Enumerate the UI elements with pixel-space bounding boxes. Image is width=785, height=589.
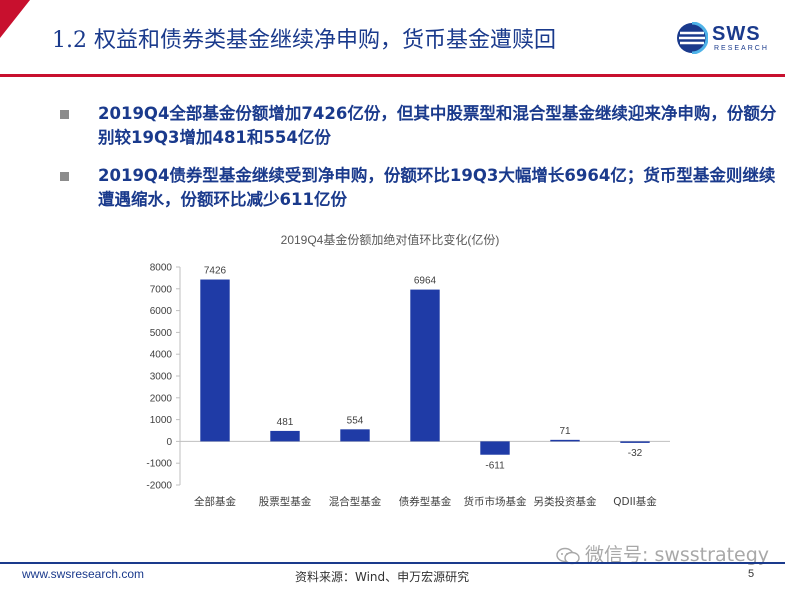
page-number: 5 [748,568,755,580]
y-tick-label: 7000 [150,284,173,295]
footer-divider [0,562,785,564]
footer-source: 资料来源：Wind、申万宏源研究 [295,570,470,584]
header-accent [0,0,30,38]
x-tick-label: 债券型基金 [399,495,452,508]
logo-text: SWS [712,23,761,45]
bullet-text: 2019Q4全部基金份额增加7426亿份，但其中股票型和混合型基金继续迎来净申购… [98,104,777,147]
y-tick-label: 8000 [150,263,173,274]
data-label: -611 [485,461,505,472]
bar [410,289,440,442]
bullet-text: 2019Q4债券型基金继续受到净申购，份额环比19Q3大幅增长6964亿；货币型… [98,166,776,209]
data-label: 554 [347,415,364,426]
logo-subtext: RESEARCH [714,45,769,52]
x-tick-label: QDII基金 [613,495,657,508]
data-label: 71 [559,426,571,437]
y-tick-label: -1000 [146,459,172,470]
y-tick-label: 0 [166,437,172,448]
data-label: 481 [277,417,294,428]
bar-chart: 2019Q4基金份额加绝对值环比变化(亿份) 8000 7000 6000 5000 40… [146,232,670,508]
bullet-square-icon [60,110,69,119]
bar [550,439,580,442]
footer-url-link[interactable]: www.swsresearch.com [22,567,145,581]
data-label: 7426 [204,266,227,277]
header-divider [0,74,785,77]
y-tick-label: 2000 [150,393,173,404]
data-label: -32 [628,448,643,459]
y-tick-label: 3000 [150,372,173,383]
bar [340,429,370,442]
x-tick-label: 全部基金 [194,495,236,508]
sws-logo: SWS RESEARCH [676,22,776,56]
y-tick-label: 6000 [150,306,173,317]
page-title: 1.2 权益和债券类基金继续净申购，货币基金遭赎回 [52,28,556,53]
x-tick-label: 货币市场基金 [464,495,527,508]
watermark-text: 微信号: swsstrategy [585,544,770,566]
bullet-square-icon [60,172,69,181]
y-tick-label: 4000 [150,350,173,361]
y-tick-label: 5000 [150,328,173,339]
y-tick-label: 1000 [150,415,173,426]
chart-title: 2019Q4基金份额加绝对值环比变化(亿份) [281,232,500,247]
data-label: 6964 [414,276,437,287]
x-tick-label: 混合型基金 [329,495,382,508]
bar [270,430,300,442]
sws-logo-icon [677,22,708,54]
x-tick-label: 股票型基金 [259,495,312,508]
bar [620,441,650,443]
y-tick-label: -2000 [146,481,172,492]
bar [480,441,510,455]
bar [200,279,230,442]
x-tick-label: 另类投资基金 [534,495,597,508]
